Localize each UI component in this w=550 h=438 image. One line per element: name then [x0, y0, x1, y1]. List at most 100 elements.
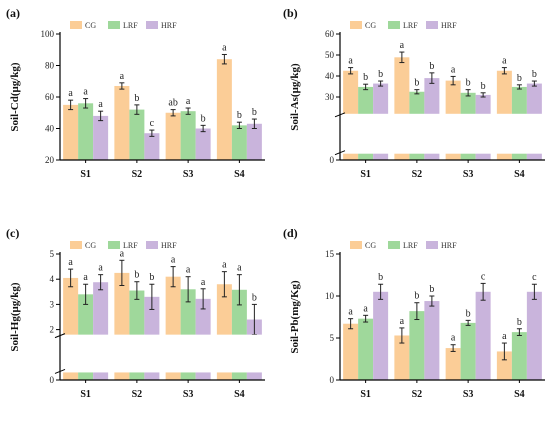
y-axis-title: Soil-Cd(μg/kg)	[9, 62, 21, 132]
y-tick-label: 60	[325, 29, 335, 39]
legend-swatch	[388, 21, 400, 29]
bar	[424, 301, 440, 380]
legend-swatch	[108, 241, 120, 249]
bar	[511, 332, 527, 380]
axis-break-band	[334, 113, 545, 154]
legend-swatch	[388, 241, 400, 249]
significance-letter: a	[186, 96, 191, 107]
significance-letter: b	[414, 78, 419, 89]
bar	[93, 115, 109, 160]
significance-letter: a	[502, 331, 507, 342]
legend-label: LRF	[123, 21, 138, 30]
x-category-label: S4	[234, 389, 245, 400]
significance-letter: b	[466, 308, 471, 319]
bar	[358, 318, 374, 380]
significance-letter: a	[98, 263, 103, 274]
bar	[231, 125, 247, 160]
panel-label: (a)	[6, 6, 20, 20]
significance-letter: b	[429, 61, 434, 72]
significance-letter: b	[414, 291, 419, 302]
significance-letter: c	[481, 271, 486, 282]
y-axis-title: Soil-Pb(mg/Kg)	[289, 280, 301, 354]
significance-letter: b	[237, 110, 242, 121]
x-category-label: S1	[80, 169, 91, 180]
y-tick-label: 5	[330, 333, 335, 343]
significance-letter: a	[348, 56, 353, 67]
significance-letter: b	[149, 272, 154, 283]
bar	[409, 311, 425, 380]
y-tick-label: 2	[50, 325, 55, 335]
x-category-label: S1	[360, 169, 371, 180]
significance-letter: b	[481, 81, 486, 92]
legend-swatch	[70, 241, 82, 249]
legend-label: HRF	[161, 21, 177, 30]
y-tick-label: 80	[45, 61, 55, 71]
significance-letter: a	[400, 316, 405, 327]
bar	[63, 104, 79, 160]
x-category-label: S4	[514, 389, 525, 400]
significance-letter: a	[120, 248, 125, 259]
y-tick-label: 100	[41, 29, 55, 39]
significance-letter: a	[120, 71, 125, 82]
significance-letter: a	[68, 257, 73, 268]
y-tick-label: 15	[325, 249, 335, 259]
bar	[114, 85, 130, 160]
panel-label: (b)	[283, 6, 298, 20]
bar	[195, 128, 211, 160]
legend-swatch	[426, 21, 438, 29]
x-category-label: S1	[80, 389, 91, 400]
significance-letter: a	[83, 87, 88, 98]
legend-label: CG	[365, 241, 376, 250]
significance-letter: b	[532, 69, 537, 80]
significance-letter: a	[171, 255, 176, 266]
x-category-label: S2	[412, 169, 423, 180]
y-tick-label: 60	[45, 92, 55, 102]
significance-letter: b	[517, 317, 522, 328]
significance-letter: b	[378, 272, 383, 283]
y-tick-label: 20	[45, 155, 55, 165]
bar	[460, 322, 476, 380]
legend-label: LRF	[403, 241, 418, 250]
significance-letter: a	[83, 272, 88, 283]
y-tick-label: 0	[330, 155, 335, 165]
legend-label: CG	[365, 21, 376, 30]
significance-letter: a	[68, 88, 73, 99]
significance-letter: b	[363, 72, 368, 83]
significance-letter: a	[363, 303, 368, 314]
bar	[445, 348, 461, 380]
significance-letter: b	[252, 107, 257, 118]
x-category-label: S2	[132, 169, 143, 180]
x-category-label: S3	[183, 389, 194, 400]
significance-letter: a	[502, 56, 507, 67]
axis-break-band	[54, 334, 265, 373]
bar	[394, 335, 410, 380]
significance-letter: b	[466, 78, 471, 89]
x-category-label: S2	[412, 389, 423, 400]
y-tick-label: 5	[50, 249, 55, 259]
x-category-label: S2	[132, 389, 143, 400]
bar	[343, 323, 359, 380]
bar	[165, 112, 181, 160]
significance-letter: c	[150, 118, 155, 129]
legend-swatch	[146, 21, 158, 29]
bar	[180, 111, 196, 160]
panel-label: (c)	[6, 226, 19, 240]
legend-label: CG	[85, 21, 96, 30]
significance-letter: c	[532, 272, 537, 283]
legend-swatch	[350, 21, 362, 29]
significance-letter: b	[429, 284, 434, 295]
y-axis-title: Soil-As(μg/kg)	[289, 63, 301, 131]
bar	[373, 291, 389, 380]
bar	[129, 109, 145, 160]
y-tick-label: 0	[330, 375, 335, 385]
y-tick-label: 10	[325, 291, 335, 301]
panel-label: (d)	[283, 226, 298, 240]
x-category-label: S4	[514, 169, 525, 180]
y-tick-label: 30	[325, 92, 335, 102]
legend-swatch	[426, 241, 438, 249]
significance-letter: b	[134, 270, 139, 281]
bar	[216, 59, 232, 161]
